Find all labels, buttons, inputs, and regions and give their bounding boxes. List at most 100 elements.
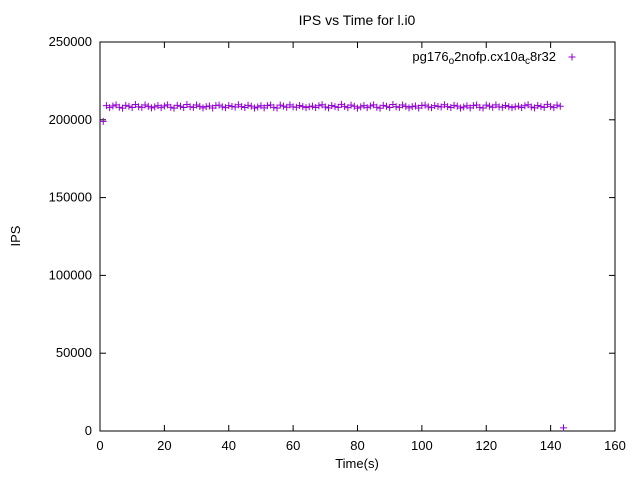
x-tick-label: 120	[475, 438, 497, 453]
data-point	[199, 104, 207, 112]
data-point	[157, 104, 165, 112]
x-tick-label: 0	[96, 438, 103, 453]
data-point	[202, 103, 210, 111]
data-point	[379, 101, 387, 109]
legend-label-part: 8r32	[530, 49, 556, 64]
data-point	[321, 103, 329, 111]
data-point	[292, 103, 300, 111]
x-tick-label: 140	[540, 438, 562, 453]
data-point	[305, 103, 313, 111]
data-point	[312, 104, 320, 112]
data-point	[457, 104, 464, 112]
data-point	[218, 103, 226, 111]
data-point	[560, 424, 567, 432]
legend: pg176o2nofp.cx10ac8r32	[412, 49, 576, 67]
data-point	[99, 117, 107, 125]
legend-label-subscript: o	[449, 56, 455, 67]
y-axis-label: IPS	[8, 225, 23, 246]
data-point	[109, 102, 117, 110]
data-point	[238, 103, 246, 111]
data-point	[405, 104, 413, 112]
data-point	[453, 102, 461, 110]
data-point	[498, 103, 506, 111]
data-point	[279, 102, 287, 110]
data-point	[270, 103, 278, 111]
data-point	[508, 104, 516, 112]
data-point	[402, 102, 410, 110]
y-tick-label: 150000	[49, 190, 92, 205]
data-point	[193, 101, 201, 109]
data-point	[341, 102, 349, 110]
data-point	[540, 103, 548, 111]
data-point	[399, 101, 407, 109]
data-point	[228, 102, 236, 110]
data-point	[476, 103, 484, 111]
data-point	[251, 104, 258, 112]
data-point	[128, 104, 136, 112]
data-point	[225, 102, 233, 110]
data-point	[296, 101, 304, 109]
x-tick-label: 160	[604, 438, 626, 453]
data-point	[347, 101, 355, 109]
plot-frame: 0 20 40 60 80 100 120 140 160 0 50000 100000 150000 2…	[49, 34, 626, 453]
data-point	[302, 104, 310, 112]
data-point	[408, 103, 416, 111]
data-point	[460, 103, 468, 111]
data-point	[424, 103, 432, 111]
data-point	[568, 53, 576, 61]
data-point	[502, 101, 510, 109]
data-point	[308, 102, 316, 110]
data-series	[99, 100, 567, 432]
legend-label: pg176o2nofp.cx10ac8r32	[412, 49, 556, 67]
data-point	[196, 102, 204, 110]
data-point	[537, 103, 545, 111]
data-point	[244, 101, 252, 109]
data-point	[518, 104, 526, 112]
data-point	[151, 103, 159, 111]
data-point	[173, 101, 181, 109]
data-point	[431, 102, 439, 110]
data-point	[167, 103, 175, 111]
data-point	[450, 101, 458, 109]
data-point	[527, 103, 535, 111]
data-point	[556, 102, 564, 110]
data-point	[148, 104, 155, 112]
axis-border	[99, 41, 616, 432]
x-tick-label: 20	[157, 438, 171, 453]
data-point	[511, 103, 519, 111]
y-tick-label: 200000	[49, 112, 92, 127]
data-point	[144, 102, 152, 110]
data-point	[357, 103, 365, 111]
legend-label-part: 2nofp.cx10a	[454, 49, 526, 64]
x-tick-label: 40	[222, 438, 236, 453]
data-point	[215, 101, 223, 109]
data-point	[534, 101, 542, 109]
data-point	[434, 102, 442, 110]
data-point	[106, 104, 114, 112]
data-point	[444, 103, 452, 111]
data-point	[328, 101, 336, 109]
data-point	[135, 103, 143, 111]
data-point	[254, 103, 262, 111]
data-point	[382, 102, 390, 110]
y-tick-label: 0	[85, 423, 92, 438]
data-point	[547, 102, 555, 110]
data-point	[180, 104, 188, 112]
data-point	[421, 101, 429, 109]
x-tick-label: 80	[350, 438, 364, 453]
data-point	[125, 102, 133, 110]
data-point	[263, 102, 271, 110]
data-point	[247, 102, 255, 110]
data-point	[115, 103, 123, 111]
data-point	[485, 102, 493, 110]
data-point	[373, 103, 381, 111]
data-point	[482, 101, 490, 109]
data-point	[514, 102, 522, 110]
data-point	[334, 103, 342, 111]
data-point	[392, 103, 400, 111]
data-point	[160, 102, 168, 110]
data-point	[176, 102, 184, 110]
data-point	[141, 101, 149, 109]
